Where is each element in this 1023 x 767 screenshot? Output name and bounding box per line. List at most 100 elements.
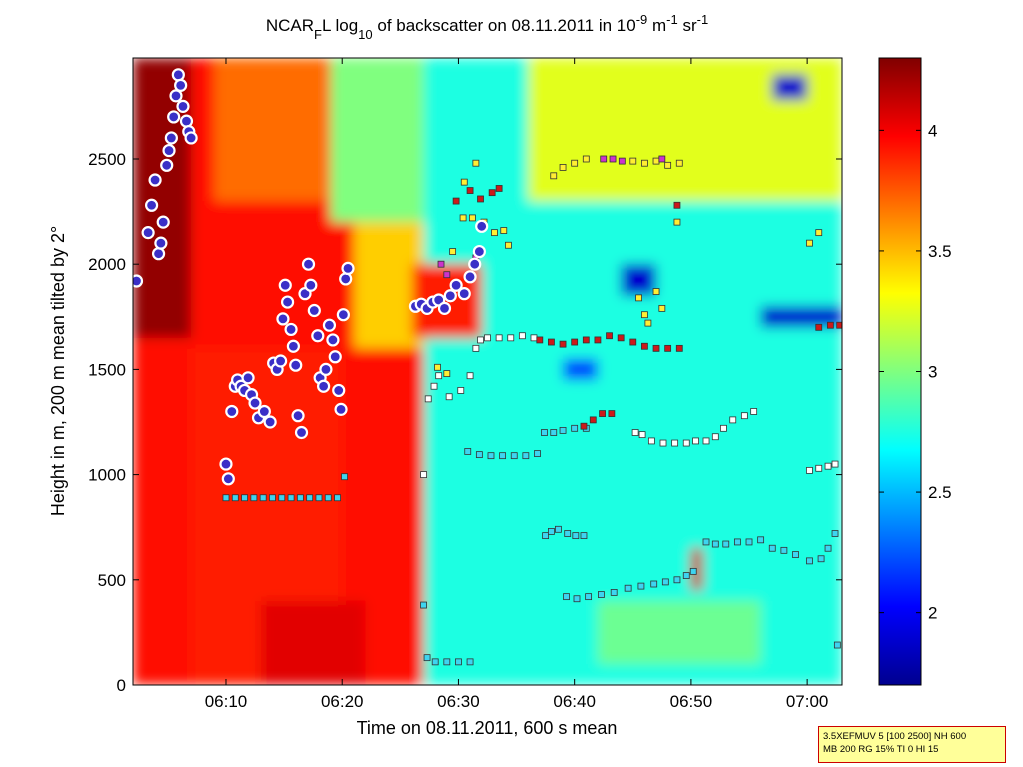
cloud-base-marker [284, 322, 298, 337]
layer-square-marker [641, 311, 648, 319]
cloud-base-marker [437, 301, 452, 315]
layer-square-marker [466, 372, 474, 380]
layer-square-marker [750, 408, 758, 415]
cloud-base-marker [225, 404, 239, 419]
layer-square-marker [437, 260, 445, 268]
layer-square-marker [571, 159, 579, 167]
layer-square-marker [278, 494, 286, 502]
layer-square-marker [711, 540, 719, 548]
chart-title: NCARFL log10 of backscatter on 08.11.201… [266, 12, 708, 42]
layer-square-marker [420, 601, 427, 609]
layer-square-marker [635, 294, 642, 302]
colorbar-tick-label: 4 [928, 121, 937, 140]
layer-square-marker [618, 157, 626, 165]
marker-layer [133, 68, 842, 666]
cloud-base-marker [294, 425, 309, 440]
colorbar-tick-label: 2 [928, 604, 937, 623]
cloud-base-marker [334, 402, 348, 416]
colorbar-tick-label: 2.5 [928, 483, 952, 502]
cloud-base-marker [162, 143, 176, 158]
layer-square-marker [475, 451, 483, 459]
y-axis: 0 500 1000 1500 2000 2500 [88, 150, 842, 695]
layer-square-marker [617, 334, 625, 342]
layer-square-marker [831, 530, 839, 537]
layer-square-marker [250, 494, 258, 502]
x-tick-label: 06:50 [670, 692, 713, 711]
layer-square-marker [231, 494, 239, 502]
field-region [214, 58, 331, 202]
note-line-1: 3.5XEFMUV 5 [100 2500] NH 600 [823, 731, 967, 742]
layer-square-marker [826, 321, 834, 329]
layer-square-marker [548, 338, 555, 346]
layer-square-marker [534, 450, 541, 457]
colorbar-axis: 2 2.5 3 3.5 4 [879, 121, 952, 623]
layer-square-marker [729, 416, 737, 424]
layer-square-marker [673, 218, 681, 226]
layer-square-marker [530, 334, 538, 342]
layer-square-marker [269, 494, 276, 502]
cloud-base-marker [154, 236, 168, 250]
cloud-base-marker [328, 350, 342, 364]
cloud-base-marker [322, 318, 337, 332]
layer-square-marker [435, 372, 443, 380]
cloud-base-marker [151, 247, 166, 261]
y-tick-label: 2000 [88, 255, 126, 274]
cloud-base-marker [326, 333, 340, 347]
layer-square-marker [550, 429, 558, 436]
layer-square-marker [468, 214, 476, 222]
y-axis-label: Height in m, 200 m mean tilted by 2° [48, 226, 68, 516]
layer-square-marker [445, 393, 453, 401]
cloud-base-marker [472, 244, 486, 259]
layer-square-marker [315, 494, 323, 502]
layer-square-marker [675, 159, 683, 167]
layer-square-marker [815, 464, 823, 472]
layer-square-marker [661, 578, 669, 586]
field-region [563, 358, 598, 380]
layer-square-marker [457, 387, 465, 394]
layer-square-marker [296, 494, 304, 502]
layer-square-marker [541, 429, 548, 436]
colorbar-tick-label: 3 [928, 363, 937, 382]
layer-square-marker [452, 197, 460, 205]
processing-parameters-note: 3.5XEFMUV 5 [100 2500] NH 600 MB 200 RG … [818, 726, 1006, 763]
layer-square-marker [488, 189, 496, 197]
plot-area [133, 58, 842, 685]
cloud-base-marker [241, 371, 255, 385]
layer-square-marker [733, 538, 741, 546]
layer-square-marker [644, 319, 652, 327]
layer-square-marker [831, 460, 839, 468]
layer-square-marker [559, 340, 567, 348]
layer-square-marker [585, 593, 593, 601]
layer-square-marker [768, 544, 776, 552]
layer-square-marker [518, 332, 526, 340]
layer-square-marker [341, 473, 348, 481]
layer-square-marker [424, 395, 432, 403]
layer-square-marker [682, 572, 690, 579]
layer-square-marker [507, 334, 515, 342]
layer-square-marker [420, 471, 427, 478]
layer-square-marker [711, 433, 719, 441]
cloud-base-marker [307, 303, 321, 318]
cloud-base-marker [336, 308, 350, 322]
layer-square-marker [815, 323, 823, 331]
layer-square-marker [720, 424, 727, 432]
layer-square-marker [652, 288, 660, 295]
layer-square-marker [431, 658, 439, 666]
cloud-base-marker [468, 257, 482, 271]
cloud-base-marker [164, 131, 178, 145]
layer-square-marker [689, 567, 697, 575]
layer-square-marker [671, 439, 679, 447]
layer-square-marker [222, 494, 230, 502]
field-region [690, 548, 703, 591]
cloud-base-marker [304, 278, 318, 292]
layer-square-marker [287, 494, 295, 502]
cloud-base-marker [280, 295, 295, 309]
layer-square-marker [659, 439, 667, 447]
layer-square-marker [573, 595, 581, 603]
cloud-base-marker [179, 114, 194, 128]
y-tick-label: 2500 [88, 150, 126, 169]
layer-square-marker [434, 363, 441, 371]
layer-square-marker [572, 532, 580, 540]
cloud-base-marker [160, 158, 174, 172]
x-tick-label: 06:20 [321, 692, 364, 711]
